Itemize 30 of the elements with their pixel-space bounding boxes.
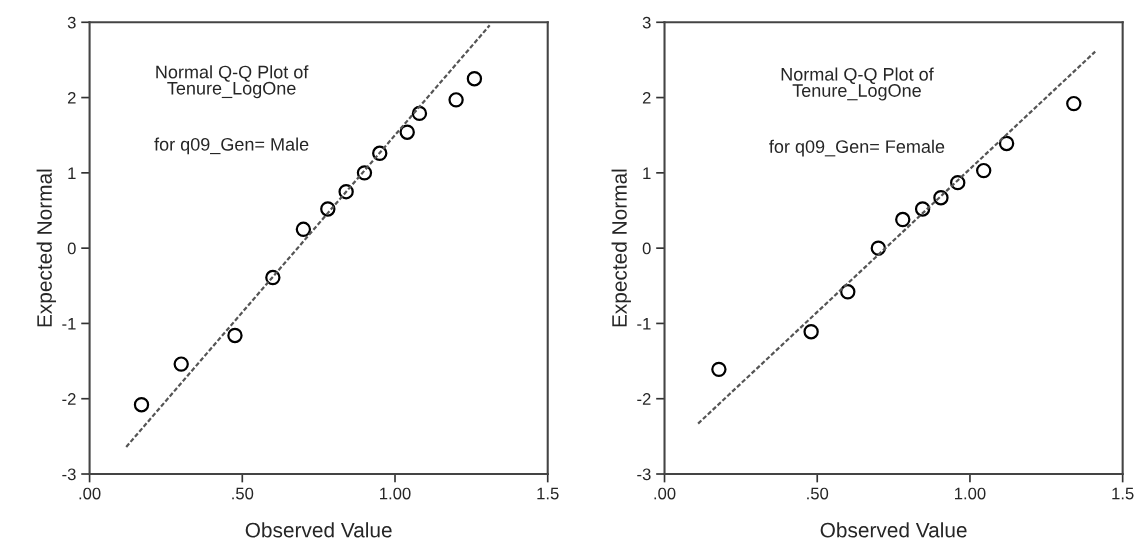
y-tick-label: 1 [68, 167, 76, 179]
y-tick-label: 2 [67, 91, 76, 104]
x-tick-label: 1.5 [537, 487, 559, 500]
y-tick-label: 3 [67, 16, 76, 29]
x-tick-label: .00 [654, 487, 676, 500]
y-axis-title: Expected Normal [611, 169, 631, 327]
x-tick-label: .00 [79, 487, 101, 500]
y-tick-label: -2 [637, 393, 651, 405]
y-tick-label: -1 [62, 318, 76, 330]
annotation: for q09_Gen= Male [154, 137, 309, 155]
annotation: Normal Q-Q Plot of Tenure_LogOne [781, 67, 934, 101]
annotation: Normal Q-Q Plot of Tenure_LogOne [156, 65, 309, 99]
x-tick-label: .50 [232, 487, 254, 500]
y-axis-title: Expected Normal [36, 169, 57, 327]
y-tick-label: -3 [62, 468, 76, 481]
y-tick-label: 2 [642, 91, 651, 104]
x-tick-label: 1.5 [1112, 487, 1134, 500]
y-tick-label: 0 [642, 242, 651, 255]
y-tick-label: 3 [642, 16, 651, 29]
x-axis-title: Observed Value [245, 522, 392, 538]
y-tick-label: 1 [643, 167, 651, 179]
x-tick-label: 1.00 [955, 487, 986, 500]
y-tick-label: -2 [62, 393, 76, 405]
y-tick-label: -3 [637, 468, 651, 481]
x-tick-label: 1.00 [380, 487, 411, 500]
y-tick-label: 0 [67, 242, 76, 255]
y-tick-label: -1 [637, 318, 651, 330]
annotation: for q09_Gen= Female [769, 139, 945, 157]
x-axis-title: Observed Value [820, 522, 967, 538]
x-tick-label: .50 [807, 487, 829, 500]
